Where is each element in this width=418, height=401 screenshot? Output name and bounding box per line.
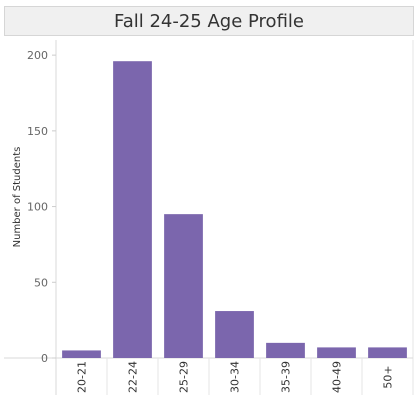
bar-22-24: [113, 61, 152, 358]
y-axis: 0 50 100 150 200: [27, 49, 56, 365]
x-tick-label: 22-24: [127, 361, 140, 393]
x-tick-label: 35-39: [280, 361, 293, 393]
y-axis-label: Number of Students: [12, 147, 23, 248]
bar-20-21: [62, 350, 101, 358]
bars: [62, 61, 407, 358]
x-tick-label: 40-49: [331, 361, 344, 393]
bar-30-34: [215, 311, 254, 358]
x-tick-label: 30-34: [229, 361, 242, 393]
x-axis: 20-21 22-24 25-29 30-34 35-39 40-49 50+: [76, 358, 395, 395]
bar-35-39: [266, 342, 305, 358]
y-tick-label: 150: [27, 125, 48, 138]
y-tick-label: 50: [34, 276, 48, 289]
x-tick-label: 25-29: [178, 361, 191, 393]
plot-frame: [4, 40, 414, 395]
x-tick-label: 20-21: [76, 361, 89, 393]
bar-25-29: [164, 214, 203, 358]
y-tick-label: 100: [27, 201, 48, 214]
chart-title-bar: Fall 24-25 Age Profile: [4, 6, 414, 36]
y-tick-label: 200: [27, 49, 48, 62]
chart-title: Fall 24-25 Age Profile: [114, 10, 304, 32]
bar-40-49: [317, 347, 356, 358]
y-tick-label: 0: [41, 352, 48, 365]
x-tick-label: 50+: [382, 365, 395, 388]
bar-50+: [368, 347, 407, 358]
